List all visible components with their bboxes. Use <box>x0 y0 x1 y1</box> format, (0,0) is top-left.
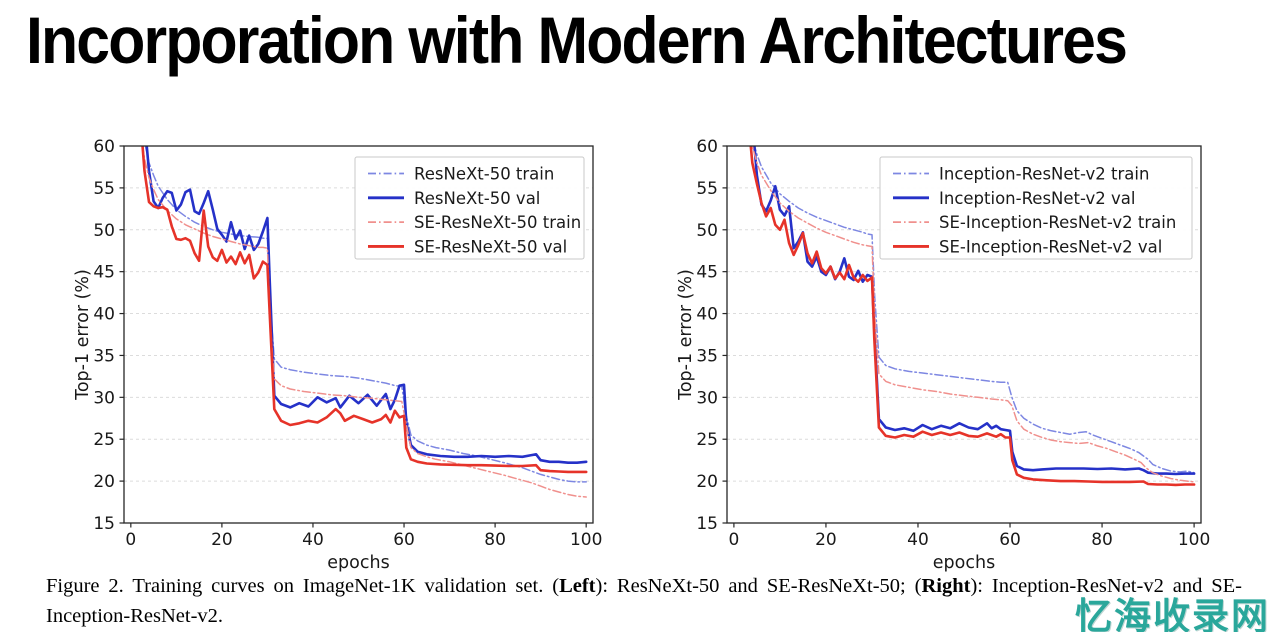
y-axis-label: Top-1 error (%) <box>73 269 93 401</box>
x-tick-label: 40 <box>302 530 324 550</box>
legend-label: SE-Inception-ResNet-v2 train <box>939 213 1176 232</box>
x-axis-label: epochs <box>933 553 995 573</box>
series-line-se-resnext-50-val <box>141 146 588 474</box>
y-tick-label: 45 <box>93 263 115 283</box>
caption-part: ): ResNeXt-50 and SE-ResNeXt-50; ( <box>595 575 922 597</box>
x-tick-label: 80 <box>484 530 506 550</box>
figure-caption: Figure 2. Training curves on ImageNet-1K… <box>46 572 1242 631</box>
y-tick-label: 60 <box>696 137 718 157</box>
legend-box <box>879 156 1193 260</box>
y-tick-label: 15 <box>93 514 115 534</box>
y-tick-label: 35 <box>93 346 115 366</box>
y-tick-label: 25 <box>696 430 718 450</box>
y-tick-label: 30 <box>696 388 718 408</box>
y-tick-label: 20 <box>93 472 115 492</box>
caption-part: Figure 2. Training curves on ImageNet-1K… <box>46 575 560 597</box>
x-tick-label: 100 <box>1178 530 1210 550</box>
plot-border <box>726 145 1202 524</box>
x-tick-label: 60 <box>393 530 415 550</box>
caption-bold-part: Left <box>559 575 596 597</box>
legend-label: ResNeXt-50 val <box>414 189 540 208</box>
series-line-inception-resnet-v2-train <box>753 146 1195 474</box>
legend: ResNeXt-50 train ResNeXt-50 val SE-ResNeXt… <box>354 156 585 260</box>
y-tick-label: 40 <box>696 305 718 325</box>
y-tick-label: 40 <box>93 305 115 325</box>
series-line-se-resnext-50-train <box>141 146 587 498</box>
x-tick-label: 60 <box>999 530 1021 550</box>
series-group <box>749 146 1196 487</box>
legend-label: SE-ResNeXt-50 train <box>414 213 581 232</box>
x-tick-label: 80 <box>1091 530 1113 550</box>
legend-label: SE-ResNeXt-50 val <box>414 237 567 256</box>
legend-label: ResNeXt-50 train <box>414 165 554 184</box>
plot-border <box>123 145 594 524</box>
y-tick-label: 50 <box>696 221 718 241</box>
legend-box <box>354 156 585 260</box>
series-line-se-inception-resnet-v2-val <box>749 146 1196 487</box>
slide-title: Incorporation with Modern Architectures <box>26 3 1128 77</box>
y-tick-label: 30 <box>93 388 115 408</box>
series-line-se-inception-resnet-v2-train <box>751 146 1195 483</box>
y-tick-label: 25 <box>93 430 115 450</box>
y-tick-label: 20 <box>696 472 718 492</box>
legend-label: SE-Inception-ResNet-v2 val <box>939 237 1162 256</box>
y-tick-label: 45 <box>696 263 718 283</box>
watermark-text: 忆海收录网 <box>1075 595 1270 632</box>
y-tick-label: 55 <box>696 179 718 199</box>
series-group <box>141 146 588 498</box>
x-axis-label: epochs <box>327 553 389 573</box>
y-tick-label: 55 <box>93 179 115 199</box>
x-tick-label: 0 <box>728 530 739 550</box>
caption-part: ): Inception-ResNet-v2 and SE-Inception-… <box>46 575 1242 627</box>
x-tick-label: 40 <box>907 530 929 550</box>
y-axis-label: Top-1 error (%) <box>676 269 696 401</box>
legend-label: Inception-ResNet-v2 train <box>939 165 1149 184</box>
x-tick-label: 0 <box>125 530 136 550</box>
y-tick-label: 50 <box>93 221 115 241</box>
series-line-resnext-50-val <box>145 146 588 464</box>
chart-panel-1: 0 20 40 60 80 10015202530354045505560epochsTo… <box>676 137 1210 573</box>
x-tick-label: 100 <box>570 530 602 550</box>
y-tick-label: 15 <box>696 514 718 534</box>
caption-bold-part: Right <box>921 575 971 597</box>
x-tick-label: 20 <box>211 530 233 550</box>
chart-panel-0: 0 20 40 60 80 10015202530354045505560epochsTo… <box>73 137 602 573</box>
x-tick-label: 20 <box>815 530 837 550</box>
legend-label: Inception-ResNet-v2 val <box>939 189 1136 208</box>
y-tick-label: 60 <box>93 137 115 157</box>
legend: Inception-ResNet-v2 train Inception-ResNe… <box>879 156 1193 260</box>
y-tick-label: 35 <box>696 346 718 366</box>
